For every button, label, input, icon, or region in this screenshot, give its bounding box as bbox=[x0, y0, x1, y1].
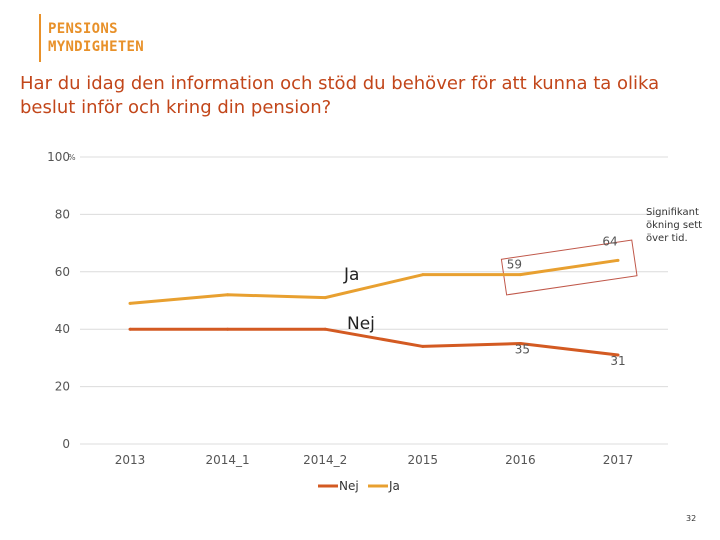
data-label-ja-2016: 59 bbox=[507, 258, 522, 272]
x-axis: 2013 2014_1 2014_2 2015 2016 2017 bbox=[115, 453, 634, 467]
annotation-line3: över tid. bbox=[646, 233, 688, 244]
point-ja-2014_1 bbox=[226, 293, 230, 297]
series-lines bbox=[128, 258, 620, 357]
data-label-nej-2016: 35 bbox=[515, 343, 530, 357]
point-nej-2014_2 bbox=[323, 327, 327, 331]
data-labels: 64 59 35 31 bbox=[507, 234, 626, 368]
point-nej-2017 bbox=[616, 353, 620, 357]
y-tick-0: 0 bbox=[62, 437, 70, 451]
series-label-ja: Ja bbox=[343, 265, 359, 285]
point-ja-2014_2 bbox=[323, 296, 327, 300]
x-tick-2015: 2015 bbox=[408, 453, 439, 467]
series-line-nej bbox=[130, 327, 619, 357]
x-tick-2014_1: 2014_1 bbox=[206, 453, 250, 467]
logo-line1: PENSIONS bbox=[48, 21, 118, 37]
y-tick-suffix: % bbox=[68, 153, 76, 162]
point-ja-2016 bbox=[518, 273, 522, 277]
significance-rect bbox=[500, 239, 638, 296]
y-tick-40: 40 bbox=[55, 322, 70, 336]
x-tick-2016: 2016 bbox=[505, 453, 536, 467]
logo-line2: MYNDIGHETEN bbox=[48, 39, 145, 55]
y-axis: 0 20 40 60 80 100% bbox=[47, 150, 76, 451]
series-label-nej: Nej bbox=[347, 314, 375, 334]
point-nej-2014_1 bbox=[226, 327, 230, 331]
y-tick-20: 20 bbox=[55, 380, 70, 394]
x-tick-2017: 2017 bbox=[603, 453, 634, 467]
legend: Nej Ja bbox=[318, 479, 400, 493]
point-nej-2015 bbox=[421, 344, 425, 348]
page-number: 32 bbox=[686, 514, 697, 523]
x-tick-2013: 2013 bbox=[115, 453, 146, 467]
y-tick-60: 60 bbox=[55, 265, 70, 279]
annotation-line2: ökning sett bbox=[646, 220, 702, 231]
series-line-ja bbox=[129, 258, 619, 305]
point-ja-2013 bbox=[128, 301, 132, 305]
legend-nej: Nej bbox=[339, 479, 359, 493]
grid bbox=[80, 156, 668, 445]
data-label-nej-2017: 31 bbox=[610, 354, 625, 368]
significance-box bbox=[500, 239, 638, 296]
y-tick-80: 80 bbox=[55, 207, 70, 221]
legend-ja: Ja bbox=[388, 479, 400, 493]
page-title: Har du idag den information och stöd du … bbox=[20, 73, 660, 118]
y-tick-100: 100 bbox=[47, 150, 70, 164]
x-tick-2014_2: 2014_2 bbox=[303, 453, 347, 467]
logo: PENSIONS MYNDIGHETEN bbox=[39, 14, 144, 62]
point-ja-2017 bbox=[616, 258, 620, 262]
point-ja-2015 bbox=[421, 273, 425, 277]
point-nej-2013 bbox=[128, 327, 132, 331]
point-nej-2016 bbox=[518, 342, 522, 346]
data-label-ja-2017: 64 bbox=[602, 234, 617, 248]
annotation-line1: Signifikant bbox=[646, 207, 699, 218]
